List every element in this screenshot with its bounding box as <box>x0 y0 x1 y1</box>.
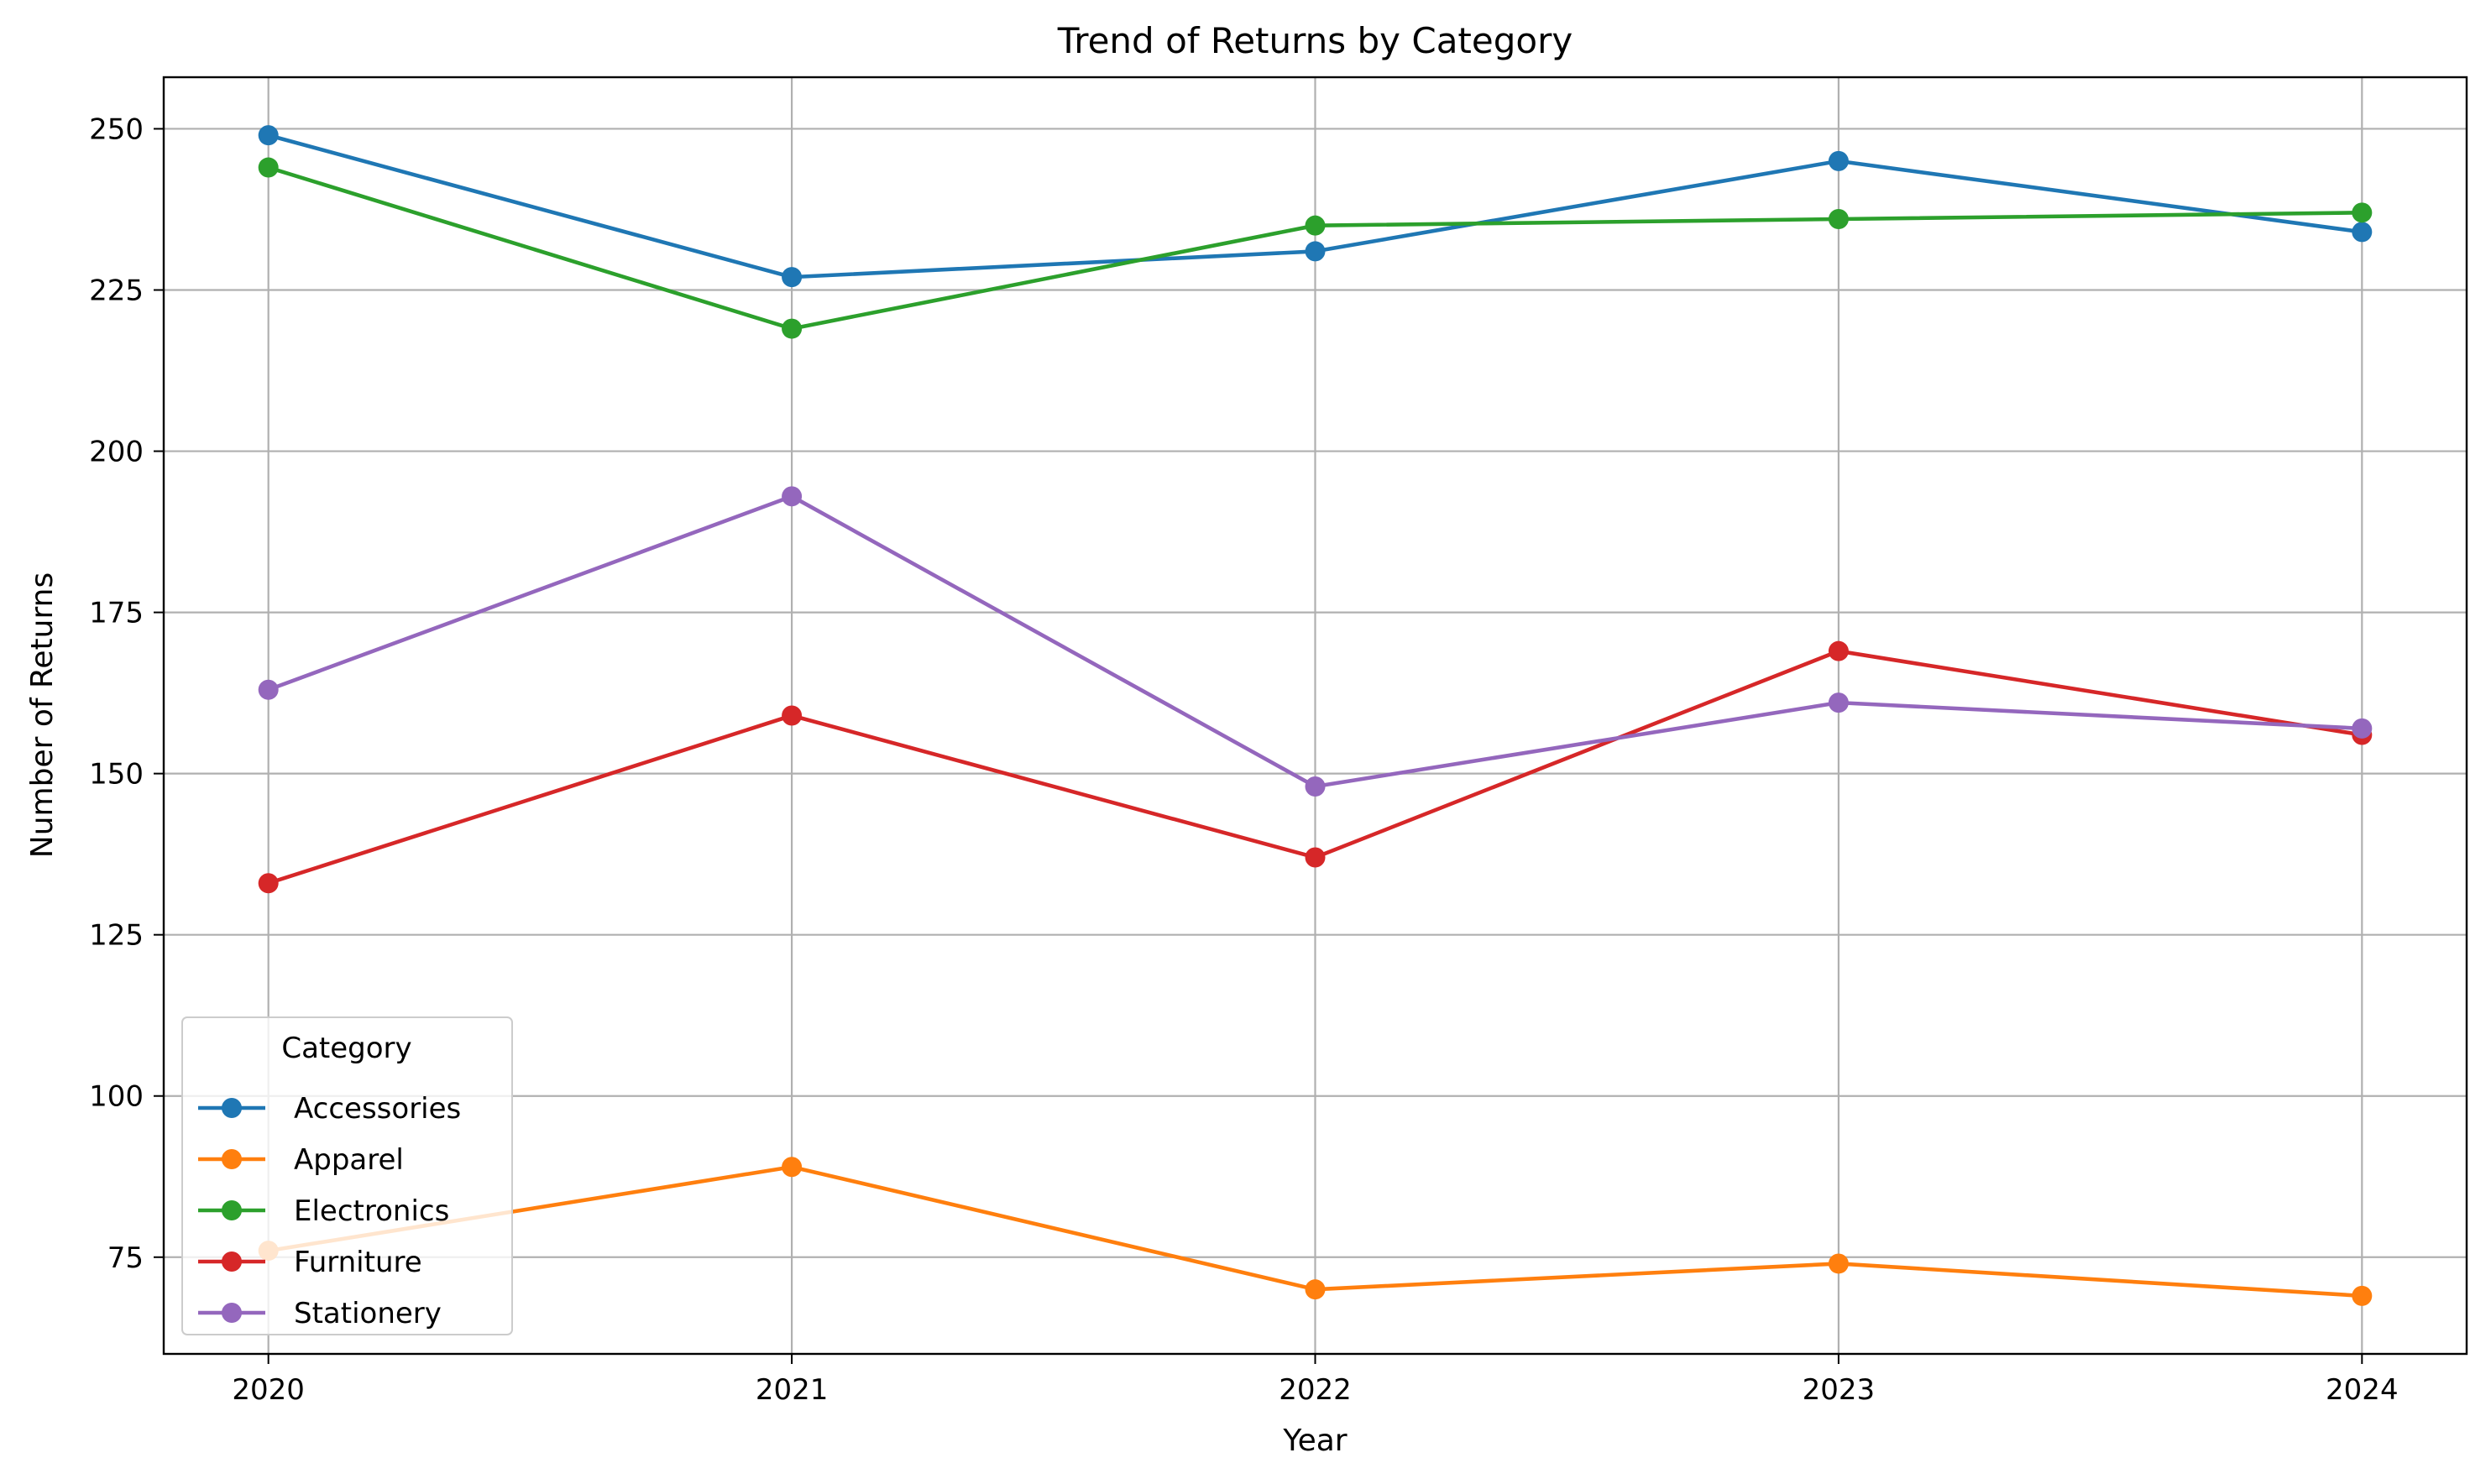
data-point-electronics <box>1305 215 1326 236</box>
y-tick-label: 100 <box>89 1080 144 1114</box>
series-stationery <box>258 486 2373 797</box>
y-tick-label: 75 <box>107 1241 144 1275</box>
data-point-apparel <box>1305 1279 1326 1300</box>
data-point-apparel <box>1828 1253 1849 1274</box>
x-tick-label: 2023 <box>1803 1373 1876 1407</box>
legend-item-furniture: Furniture <box>198 1246 422 1279</box>
data-point-stationery <box>2352 718 2373 739</box>
legend: Category Accessories Apparel Electronics Fu… <box>181 1016 513 1335</box>
y-tick-label: 250 <box>89 112 144 146</box>
data-point-accessories <box>782 267 803 288</box>
legend-label-apparel: Apparel <box>294 1143 404 1177</box>
legend-marker-apparel <box>222 1149 242 1169</box>
data-point-stationery <box>258 679 279 700</box>
y-tick-label: 175 <box>89 597 144 630</box>
data-point-electronics <box>258 157 279 178</box>
data-point-furniture <box>1305 847 1326 868</box>
y-tick-label: 150 <box>89 758 144 792</box>
legend-label-electronics: Electronics <box>294 1194 449 1228</box>
y-tick-label: 200 <box>89 436 144 469</box>
data-point-accessories <box>2352 222 2373 243</box>
series-layer <box>258 125 2373 1306</box>
x-tick-label: 2021 <box>756 1373 829 1407</box>
data-point-accessories <box>1828 150 1849 171</box>
legend-label-stationery: Stationery <box>294 1297 442 1330</box>
tick-layer: 2020 2021 2022 2023 2024 75 100 125 150 175 200 225… <box>89 112 2398 1407</box>
y-tick-label: 125 <box>89 919 144 953</box>
data-point-furniture <box>1828 640 1849 661</box>
data-point-apparel <box>782 1157 803 1178</box>
legend-item-accessories: Accessories <box>198 1092 461 1126</box>
data-point-electronics <box>1828 209 1849 229</box>
legend-title: Category <box>281 1032 411 1065</box>
series-electronics <box>258 157 2373 339</box>
x-tick-label: 2020 <box>232 1373 305 1407</box>
data-point-accessories <box>258 125 279 146</box>
series-accessories <box>258 125 2373 288</box>
data-point-accessories <box>1305 241 1326 262</box>
y-axis-label: Number of Returns <box>25 572 60 858</box>
legend-marker-stationery <box>222 1303 242 1323</box>
grid-layer <box>164 77 2467 1354</box>
chart-title: Trend of Returns by Category <box>1057 20 1573 61</box>
data-point-electronics <box>2352 202 2373 223</box>
data-point-furniture <box>782 705 803 726</box>
legend-label-furniture: Furniture <box>294 1246 422 1279</box>
data-point-stationery <box>1305 776 1326 797</box>
data-point-stationery <box>782 486 803 507</box>
x-axis-label: Year <box>1282 1424 1347 1458</box>
data-point-furniture <box>258 873 279 894</box>
plot-area-frame <box>162 76 2468 1356</box>
legend-frame <box>181 1016 513 1335</box>
legend-item-stationery: Stationery <box>198 1297 442 1330</box>
data-point-apparel <box>2352 1285 2373 1306</box>
legend-label-accessories: Accessories <box>294 1092 461 1126</box>
data-point-electronics <box>782 318 803 339</box>
legend-marker-accessories <box>222 1098 242 1118</box>
data-point-stationery <box>1828 692 1849 713</box>
x-tick-label: 2024 <box>2326 1373 2399 1407</box>
x-tick-label: 2022 <box>1279 1373 1352 1407</box>
legend-marker-electronics <box>222 1200 242 1220</box>
legend-marker-furniture <box>222 1251 242 1272</box>
legend-item-electronics: Electronics <box>198 1194 449 1228</box>
legend-item-apparel: Apparel <box>198 1143 404 1177</box>
y-tick-label: 225 <box>89 274 144 308</box>
